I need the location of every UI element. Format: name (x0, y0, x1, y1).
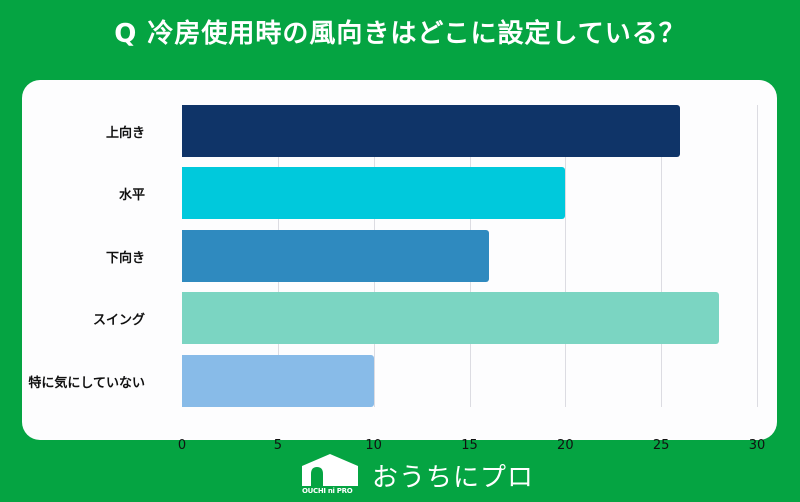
bar (182, 230, 489, 282)
chart-panel: 0 5 10 15 20 25 30 上向き水平下向きスイング特に気にしていない (22, 80, 777, 453)
x-tick-label: 30 (748, 438, 766, 453)
bar (182, 292, 719, 344)
x-tick-label: 25 (652, 438, 670, 453)
grid-line (757, 105, 758, 407)
brand-name: おうちにプロ (372, 462, 535, 493)
x-tick-label: 5 (273, 438, 282, 453)
bar (182, 105, 681, 157)
x-tick-label: 0 (177, 438, 187, 453)
category-label: 上向き (105, 126, 145, 141)
category-label: スイング (92, 313, 145, 328)
bar (182, 355, 374, 407)
x-tick-label: 20 (557, 438, 574, 453)
grid-line (661, 105, 663, 407)
plot-area: 0 5 10 15 20 25 30 上向き水平下向きスイング特に気にしていない (28, 105, 765, 453)
x-tick-label: 10 (365, 438, 382, 453)
category-label: 特に気にしていない (28, 376, 145, 391)
x-tick-label: 15 (461, 438, 478, 453)
category-label: 水平 (118, 188, 145, 203)
chart-title: Q 冷房使用時の風向きはどこに設定している？ (114, 19, 686, 49)
logo-small-text: OUCHI ni PRO (302, 487, 353, 495)
bar (182, 167, 566, 219)
footer-logo: OUCHI ni PRO おうちにプロ (300, 452, 534, 498)
grid-line (565, 105, 567, 407)
category-label: 下向き (105, 251, 145, 266)
house-icon: OUCHI ni PRO (300, 452, 360, 498)
